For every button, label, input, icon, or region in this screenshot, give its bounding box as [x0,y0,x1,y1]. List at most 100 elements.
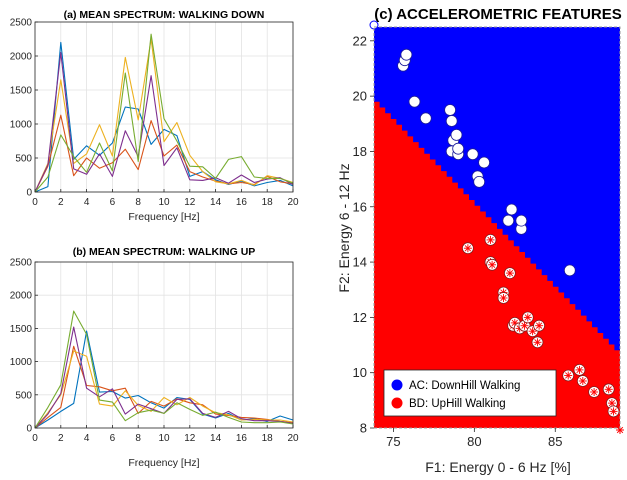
y-tick-label: 1000 [10,120,33,131]
point-ac [502,214,515,227]
x-tick-label: 2 [58,433,64,444]
panel-c-regions [374,27,620,428]
point-ac [452,142,465,155]
y-tick-label: 8 [360,421,367,436]
x-tick-label: 20 [287,197,299,208]
point-ac [466,148,479,161]
y-tick-label: 1500 [10,324,33,335]
x-tick-label: 4 [84,433,90,444]
y-tick-label: 500 [15,154,32,165]
x-tick-label: 2 [58,197,64,208]
legend-marker-ac [391,379,403,391]
point-ac [478,156,491,169]
panel-b-xlabel: Frequency [Hz] [128,457,199,469]
x-tick-label: 18 [262,197,274,208]
point-ac [419,112,432,125]
x-tick-label: 4 [84,197,90,208]
series-line-2 [34,345,294,429]
point-bd [562,369,575,382]
legend-marker-bd [391,397,403,409]
panel-c-xlabel: F1: Energy 0 - 6 Hz [%] [425,459,571,475]
panel-a-ticks: 0 2 4 6 8 10 12 14 16 18 20 0 500 1000 1500 2000 2500 [10,18,299,209]
point-bd [531,336,544,349]
panel-c-ticks: 75 80 85 8 10 12 14 16 18 20 22 [353,33,563,449]
point-ac [400,48,413,61]
y-tick-label: 16 [353,199,367,214]
y-tick-label: 2000 [10,52,33,63]
panel-c-ylabel: F2: Energy 6 - 12 Hz [336,163,352,292]
series-line-4 [34,52,294,193]
panel-b-series [34,310,294,429]
panel-b-ticks: 0 2 4 6 8 10 12 14 16 18 20 0 500 1000 1500 2000 2500 [10,258,299,445]
y-tick-label: 14 [353,255,367,270]
panel-c-points [369,20,624,434]
y-tick-label: 0 [26,424,32,435]
point-bd [497,292,510,304]
point-ac [563,264,576,277]
series-line-5 [34,310,294,429]
point-bd [533,319,545,332]
y-tick-label: 20 [353,89,367,104]
x-tick-label: 0 [32,197,38,208]
point-bd [521,311,534,324]
y-tick-label: 500 [15,390,32,401]
point-ac [515,214,528,227]
x-tick-label: 6 [110,433,116,444]
x-tick-label: 16 [236,197,248,208]
point-bd [588,386,600,398]
x-tick-label: 18 [262,433,274,444]
series-line-5 [34,33,294,193]
point-bd [503,267,516,280]
x-tick-label: 10 [158,433,170,444]
panel-b-title: (b) MEAN SPECTRUM: WALKING UP [73,246,256,258]
legend-label-ac: AC: DownHill Walking [409,380,520,392]
point-ac [445,115,458,127]
x-tick-label: 6 [110,197,116,208]
x-tick-label: 16 [236,433,248,444]
point-bd [607,405,620,418]
x-tick-label: 10 [158,197,170,208]
x-tick-label: 8 [135,433,141,444]
y-tick-label: 10 [353,365,367,380]
point-ac [408,95,421,108]
point-ac [450,128,463,141]
x-tick-label: 12 [184,197,196,208]
y-tick-label: 12 [353,310,367,325]
y-tick-label: 2500 [10,18,33,29]
x-tick-label: 75 [386,434,400,449]
panel-c-legend: AC: DownHill Walking BD: UpHill Walking [383,369,557,417]
x-tick-label: 80 [467,434,481,449]
point-bd [486,258,499,271]
y-tick-label: 2000 [10,291,33,302]
series-line-3 [34,38,294,193]
y-tick-label: 1000 [10,357,33,368]
x-tick-label: 85 [548,434,562,449]
panel-c-axes-box [373,26,621,429]
x-tick-label: 0 [32,433,38,444]
point-bd [602,383,615,396]
y-tick-label: 22 [353,33,367,48]
corner-marker-ac [369,20,379,30]
panel-a-series [34,33,294,193]
point-ac [505,203,518,216]
y-tick-label: 18 [353,144,367,159]
x-tick-label: 14 [210,433,222,444]
y-tick-label: 0 [26,188,32,199]
x-tick-label: 20 [287,433,299,444]
x-tick-label: 8 [135,197,141,208]
legend-box [383,369,557,417]
point-ac [444,104,457,116]
point-bd [461,242,474,255]
panel-a-xlabel: Frequency [Hz] [128,211,199,223]
x-tick-label: 14 [210,197,222,208]
point-bd [484,233,497,246]
legend-label-bd: BD: UpHill Walking [409,398,506,410]
y-tick-label: 2500 [10,258,33,269]
point-ac [473,175,486,188]
point-bd [576,375,589,387]
panel-c-title: (c) ACCELEROMETRIC FEATURES [374,6,622,23]
point-bd [573,363,586,376]
panel-a-title: (a) MEAN SPECTRUM: WALKING DOWN [64,9,265,21]
y-tick-label: 1500 [10,86,33,97]
